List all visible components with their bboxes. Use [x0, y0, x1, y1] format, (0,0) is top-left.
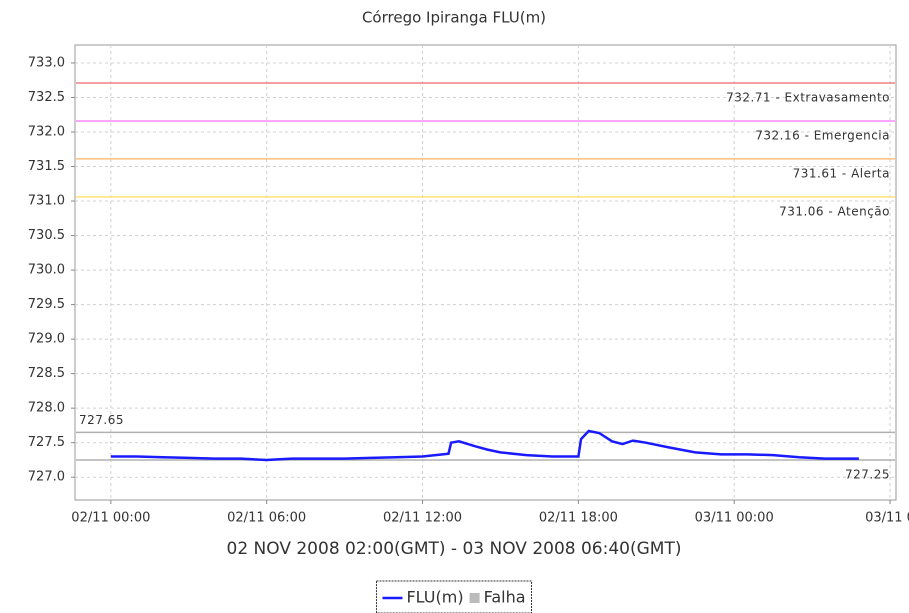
x-tick-label: 03/11 00:00: [695, 511, 774, 526]
chart-title: Córrego Ipiranga FLU(m): [362, 9, 546, 27]
y-tick-label: 727.5: [28, 435, 65, 450]
threshold-label: 732.71 - Extravasamento: [726, 90, 890, 104]
y-tick-label: 730.0: [28, 263, 65, 278]
x-tick-label: 03/11 0: [865, 511, 909, 526]
y-tick-label: 732.5: [28, 90, 65, 105]
y-tick-label: 732.0: [28, 124, 65, 139]
legend-label: Falha: [484, 588, 526, 607]
y-tick-label: 731.5: [28, 159, 65, 174]
x-tick-label: 02/11 00:00: [71, 511, 150, 526]
y-tick-label: 733.0: [28, 55, 65, 70]
legend-swatch: [469, 593, 480, 603]
y-tick-label: 731.0: [28, 194, 65, 209]
threshold-label: 731.61 - Alerta: [793, 166, 890, 180]
y-tick-label: 728.0: [28, 401, 65, 416]
threshold-label: 727.25: [845, 467, 890, 481]
legend: FLU(m) Falha: [375, 580, 533, 613]
y-tick-label: 728.5: [28, 366, 65, 381]
threshold-label: 732.16 - Emergencia: [755, 128, 890, 142]
x-axis-label: 02 NOV 2008 02:00(GMT) - 03 NOV 2008 06:…: [227, 539, 682, 559]
data-line: [110, 429, 859, 462]
y-tick-label: 729.5: [28, 297, 65, 312]
y-tick-label: 727.0: [28, 470, 65, 485]
y-tick-label: 730.5: [28, 228, 65, 243]
threshold-label: 731.06 - Atenção: [779, 204, 890, 218]
threshold-label: 727.65: [79, 413, 124, 427]
x-tick-label: 02/11 18:00: [539, 511, 618, 526]
legend-label: FLU(m): [406, 588, 463, 607]
y-tick-label: 729.0: [28, 332, 65, 347]
x-tick-label: 02/11 12:00: [383, 511, 462, 526]
legend-box: [375, 580, 533, 613]
x-tick-label: 02/11 06:00: [227, 511, 306, 526]
